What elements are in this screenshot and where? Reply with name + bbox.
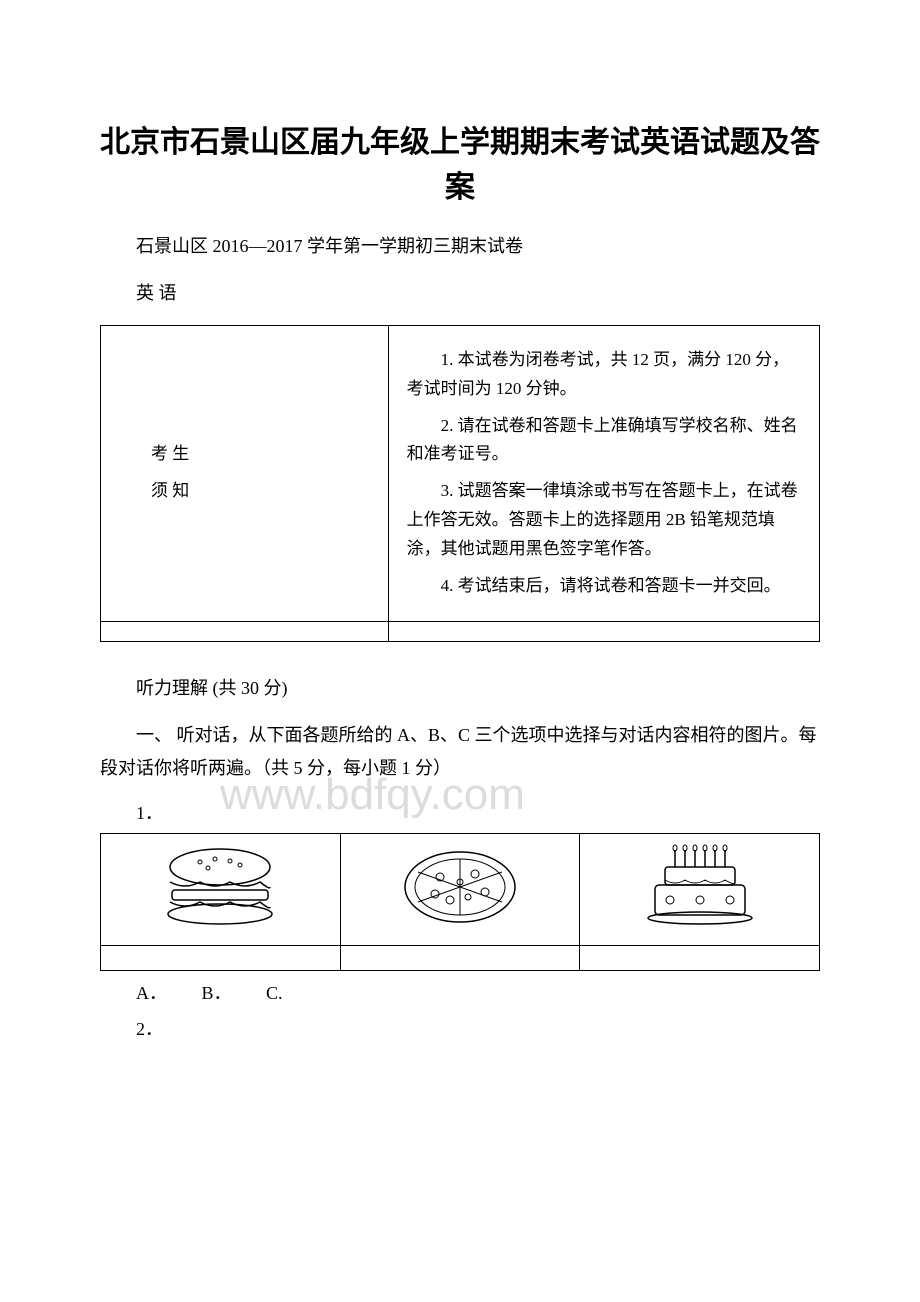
listening-heading: 听力理解 (共 30 分): [100, 672, 820, 704]
q1-empty-cell-1: [101, 946, 341, 971]
listening-part1-desc: 一、 听对话，从下面各题所给的 A、B、C 三个选项中选择与对话内容相符的图片。…: [100, 719, 820, 784]
q1-option-b-cell: [340, 834, 580, 946]
birthday-cake-icon: [630, 842, 770, 932]
instruction-right-cell: 1. 本试卷为闭卷考试，共 12 页，满分 120 分，考试时间为 120 分钟…: [388, 325, 819, 621]
q1-option-c-label: C.: [266, 983, 283, 1003]
question-2-number: 2．: [100, 1015, 820, 1041]
candidate-label-2: 须 知: [151, 477, 370, 506]
instruction-empty-cell-2: [388, 621, 819, 641]
document-title: 北京市石景山区届九年级上学期期末考试英语试题及答案: [100, 120, 820, 210]
q1-empty-cell-3: [580, 946, 820, 971]
question-1-number: 1．: [100, 799, 820, 825]
instruction-item-4: 4. 考试结束后，请将试卷和答题卡一并交回。: [407, 572, 801, 601]
q1-empty-cell-2: [340, 946, 580, 971]
instruction-item-1: 1. 本试卷为闭卷考试，共 12 页，满分 120 分，考试时间为 120 分钟…: [407, 346, 801, 404]
exam-subject: 英 语: [100, 277, 820, 309]
question-1-image-table: [100, 833, 820, 971]
document-content: 北京市石景山区届九年级上学期期末考试英语试题及答案 石景山区 2016—2017…: [100, 120, 820, 1041]
instruction-table: 考 生 须 知 1. 本试卷为闭卷考试，共 12 页，满分 120 分，考试时间…: [100, 325, 820, 642]
question-1-options: A． B． C.: [100, 979, 820, 1005]
q1-option-c-cell: [580, 834, 820, 946]
pizza-icon: [390, 842, 530, 932]
q1-option-b-label: B．: [202, 983, 232, 1003]
instruction-empty-cell-1: [101, 621, 389, 641]
instruction-left-cell: 考 生 须 知: [101, 325, 389, 621]
q1-option-a-label: A．: [136, 983, 167, 1003]
hamburger-icon: [150, 842, 290, 932]
exam-subtitle: 石景山区 2016—2017 学年第一学期初三期末试卷: [100, 230, 820, 262]
instruction-item-3: 3. 试题答案一律填涂或书写在答题卡上，在试卷上作答无效。答题卡上的选择题用 2…: [407, 477, 801, 564]
instruction-item-2: 2. 请在试卷和答题卡上准确填写学校名称、姓名和准考证号。: [407, 412, 801, 470]
q1-option-a-cell: [101, 834, 341, 946]
candidate-label-1: 考 生: [151, 440, 370, 469]
